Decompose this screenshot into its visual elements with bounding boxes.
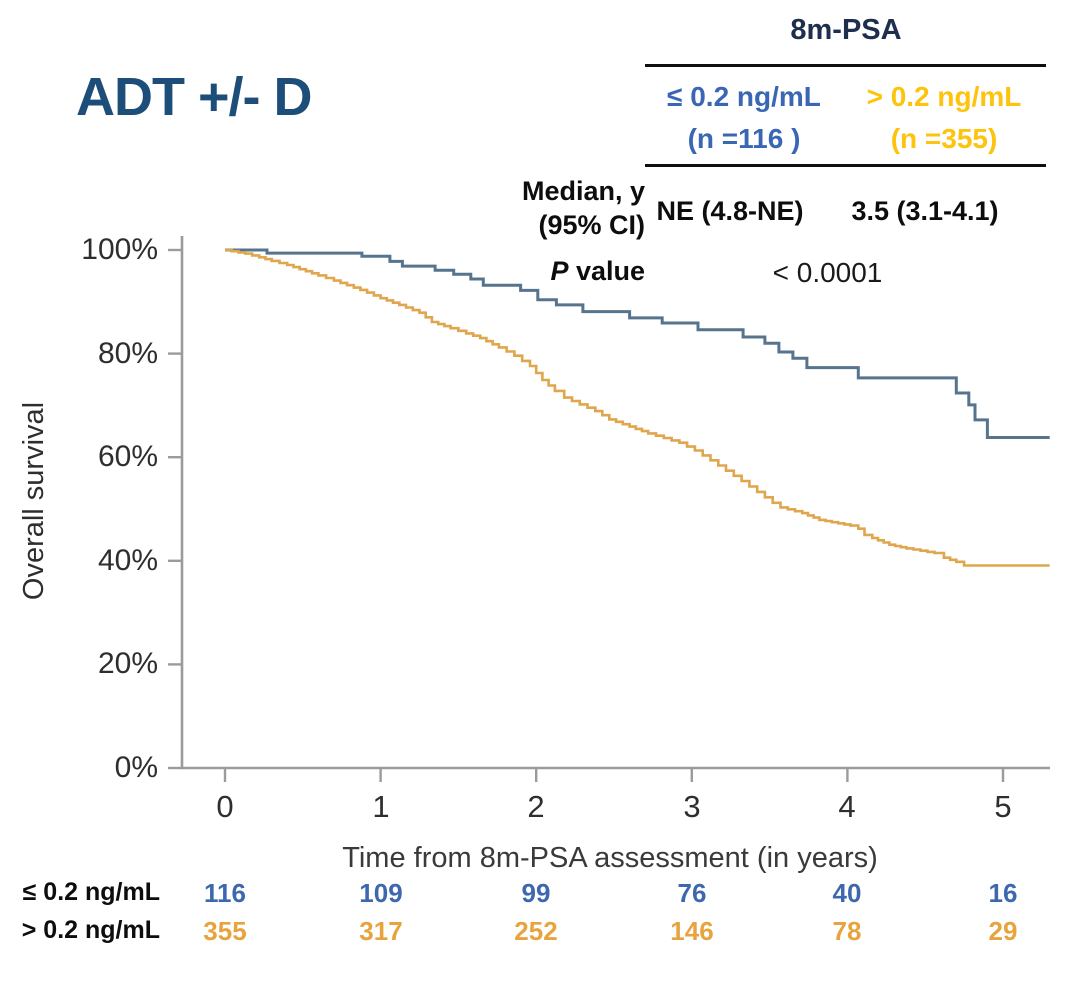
p-rest: value (568, 256, 645, 286)
y-tick-label: 40% (97, 544, 158, 577)
median-label-line2: (95% CI) (538, 210, 645, 240)
y-tick-label: 100% (81, 233, 158, 266)
risk-count-gt02: 146 (670, 916, 714, 946)
median-row-label: Median, y (95% CI) (430, 174, 645, 242)
risk-count-le02: 116 (204, 878, 246, 908)
y-tick-label: 80% (97, 337, 158, 370)
risk-row-label-gt02: > 0.2 ng/mL (21, 916, 160, 944)
p-italic: P (550, 256, 569, 286)
p-value-text: < 0.0001 (772, 257, 883, 288)
y-tick-label: 60% (97, 440, 158, 473)
x-axis-title: Time from 8m-PSA assessment (in years) (342, 842, 878, 874)
median-label-line1: Median, y (521, 176, 645, 206)
x-tick-label: 2 (527, 789, 545, 824)
column-label: ≤ 0.2 ng/mL (667, 81, 821, 112)
km-curve-le02 (225, 248, 1050, 439)
risk-count-le02: 109 (359, 878, 403, 908)
y-tick-label: 0% (114, 751, 158, 784)
risk-count-gt02: 355 (203, 916, 247, 946)
km-curve-gt02 (225, 248, 1050, 567)
y-tick-label: 20% (97, 647, 158, 680)
figure-title: ADT +/- D (76, 67, 313, 127)
median-value-le02: NE (4.8-NE) (656, 196, 804, 226)
risk-row-label-le02: ≤ 0.2 ng/mL (22, 878, 160, 906)
risk-count-gt02: 29 (988, 916, 1018, 946)
column-header-gt02: > 0.2 ng/mL (n =355) (843, 76, 1045, 160)
risk-count-gt02: 317 (359, 916, 403, 946)
x-tick-label: 5 (994, 789, 1012, 824)
summary-table-header: 8m-PSA (790, 14, 902, 46)
column-n: (n =116 ) (687, 123, 801, 154)
p-value-label: P value (430, 256, 645, 287)
risk-count-le02: 40 (832, 878, 862, 908)
y-axis-title: Overall survival (18, 401, 50, 601)
x-tick-label: 3 (683, 789, 701, 824)
x-tick-label: 1 (372, 789, 390, 824)
column-header-le02: ≤ 0.2 ng/mL (n =116 ) (645, 76, 843, 160)
column-n: (n =355) (890, 123, 998, 154)
risk-count-le02: 99 (521, 878, 551, 908)
risk-count-le02: 16 (988, 878, 1018, 908)
risk-count-le02: 76 (677, 878, 707, 908)
x-tick-label: 4 (838, 789, 856, 824)
median-value-gt02: 3.5 (3.1-4.1) (851, 196, 999, 226)
risk-count-gt02: 252 (514, 916, 558, 946)
table-rule-bottom (645, 164, 1046, 167)
x-tick-label: 0 (216, 789, 234, 824)
risk-count-gt02: 78 (832, 916, 862, 946)
table-rule-top (645, 64, 1046, 67)
column-label: > 0.2 ng/mL (866, 81, 1022, 112)
